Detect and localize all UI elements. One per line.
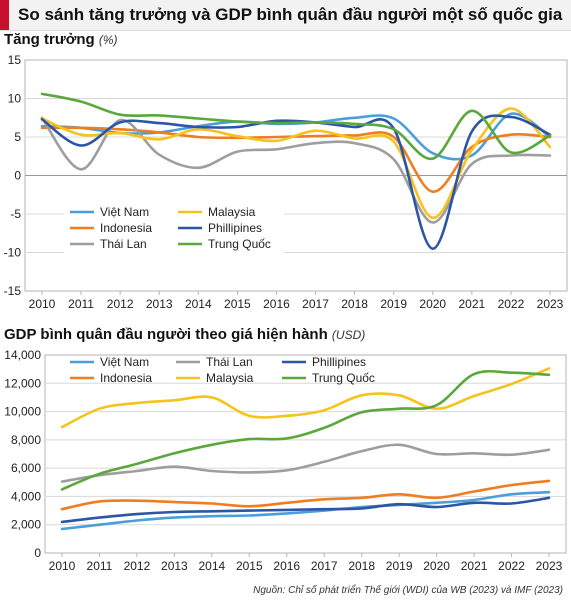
gdp-x-tick-label: 2018	[348, 559, 375, 573]
growth-y-tick-label: -15	[4, 284, 22, 298]
gdp-line-thai-lan	[60, 443, 551, 483]
growth-x-tick-label: 2014	[185, 297, 212, 311]
gdp-y-tick-label: 0	[34, 546, 41, 560]
gdp-y-tick-label: 12,000	[4, 376, 41, 390]
growth-chart-panel: 15 10 5 0 -5 -10 -15 2010 2011 2012 2013 2014 2015 20…	[0, 50, 571, 325]
growth-x-tick-label: 2011	[68, 297, 94, 311]
gdp-legend: Việt Nam Thái Lan Phillipines Indonesia Mala…	[70, 355, 375, 385]
gdp-unit: (USD)	[331, 328, 366, 342]
growth-line-indonesia	[40, 126, 552, 193]
growth-y-tick-label: 5	[14, 130, 21, 144]
gdp-x-tick-label: 2010	[49, 559, 76, 573]
gdp-line-malaysia	[60, 367, 551, 429]
gdp-y-tick-label: 8,000	[11, 433, 41, 447]
growth-legend-label-indonesia: Indonesia	[100, 221, 152, 235]
gdp-y-tick-label: 10,000	[4, 405, 41, 419]
growth-legend-box	[64, 203, 284, 253]
gdp-section-title: GDP bình quân đầu người theo giá hiện hà…	[4, 326, 365, 343]
growth-title: Tăng trưởng	[4, 31, 95, 48]
growth-line-trung-quoc	[40, 92, 552, 160]
growth-svg: 15 10 5 0 -5 -10 -15 2010 2011 2012 2013 2014 2015 20…	[4, 53, 568, 311]
growth-x-tick-label: 2021	[458, 297, 485, 311]
gdp-svg: 14,00012,00010,0008,0006,0004,0002,00002…	[4, 348, 567, 573]
growth-x-tick-label: 2016	[263, 297, 290, 311]
gdp-y-tick-label: 14,000	[4, 348, 41, 362]
growth-y-tick-label: 10	[8, 92, 22, 106]
gdp-x-tick-label: 2019	[386, 559, 413, 573]
gdp-line-indonesia	[60, 479, 551, 511]
gdp-legend-label-indonesia: Indonesia	[100, 371, 152, 385]
gdp-title: GDP bình quân đầu người theo giá hiện hà…	[4, 326, 328, 343]
gdp-line-viet-nam	[60, 490, 551, 531]
growth-x-tick-label: 2012	[107, 297, 134, 311]
gdp-x-tick-label: 2016	[273, 559, 300, 573]
growth-legend-label-malaysia: Malaysia	[208, 205, 256, 219]
gdp-legend-label-viet-nam: Việt Nam	[100, 355, 149, 369]
gdp-x-tick-label: 2014	[198, 559, 225, 573]
gdp-y-tick-label: 4,000	[11, 489, 41, 503]
gdp-legend-label-malaysia: Malaysia	[206, 371, 254, 385]
growth-line-thai-lan	[40, 116, 552, 224]
growth-legend-label-thai-lan: Thái Lan	[100, 237, 147, 251]
growth-x-tick-label: 2015	[224, 297, 251, 311]
gdp-chart-panel: 14,000 12,000 10,000 8,000 6,000 4,000 2,000 0 2…	[0, 345, 571, 585]
growth-series	[40, 92, 552, 251]
gdp-y-tick-label: 6,000	[11, 461, 41, 475]
gdp-series	[60, 367, 551, 531]
gdp-legend-label-trung-quoc: Trung Quốc	[312, 371, 375, 385]
growth-legend: Việt Nam Malaysia Indonesia Phillipines Thái…	[64, 203, 284, 253]
growth-x-tick-label: 2022	[498, 297, 525, 311]
title-bar: So sánh tăng trưởng và GDP bình quân đầu…	[0, 0, 571, 31]
gdp-gridlines	[45, 382, 566, 526]
gdp-line-trung-quoc	[60, 369, 551, 491]
gdp-x-tick-label: 2020	[423, 559, 450, 573]
growth-x-tick-label: 2020	[419, 297, 446, 311]
source-note: Nguồn: Chỉ số phát triển Thế giới (WDI) …	[253, 585, 563, 596]
gdp-legend-label-phillipines: Phillipines	[312, 355, 366, 369]
gdp-x-tick-label: 2021	[461, 559, 488, 573]
gdp-line-phillipines	[60, 496, 551, 524]
gdp-x-tick-label: 2011	[87, 559, 113, 573]
growth-x-tick-label: 2019	[380, 297, 407, 311]
growth-x-tick-label: 2023	[537, 297, 564, 311]
page-title: So sánh tăng trưởng và GDP bình quân đầu…	[18, 5, 563, 24]
growth-y-tick-label: 0	[14, 169, 21, 183]
growth-x-tick-label: 2013	[146, 297, 173, 311]
gdp-x-tick-label: 2017	[311, 559, 338, 573]
growth-x-tick-label: 2017	[302, 297, 329, 311]
gdp-y-tick-label: 2,000	[11, 518, 41, 532]
title-accent-mark	[0, 0, 9, 30]
growth-y-tick-label: -10	[4, 246, 22, 260]
growth-unit: (%)	[98, 33, 118, 47]
growth-legend-label-phillipines: Phillipines	[208, 221, 262, 235]
growth-y-tick-label: -5	[10, 207, 21, 221]
growth-x-tick-label: 2010	[29, 297, 56, 311]
gdp-x-tick-label: 2022	[498, 559, 525, 573]
gdp-x-tick-label: 2012	[124, 559, 151, 573]
growth-legend-label-trung-quoc: Trung Quốc	[208, 237, 271, 251]
gdp-x-tick-label: 2023	[536, 559, 563, 573]
growth-section-title: Tăng trưởng (%)	[4, 31, 118, 48]
growth-y-tick-label: 15	[8, 53, 22, 67]
gdp-x-tick-label: 2015	[236, 559, 263, 573]
growth-x-tick-label: 2018	[341, 297, 368, 311]
growth-line-malaysia	[40, 107, 552, 220]
growth-legend-label-viet-nam: Việt Nam	[100, 205, 149, 219]
gdp-x-tick-label: 2013	[161, 559, 188, 573]
gdp-legend-label-thai-lan: Thái Lan	[206, 355, 253, 369]
